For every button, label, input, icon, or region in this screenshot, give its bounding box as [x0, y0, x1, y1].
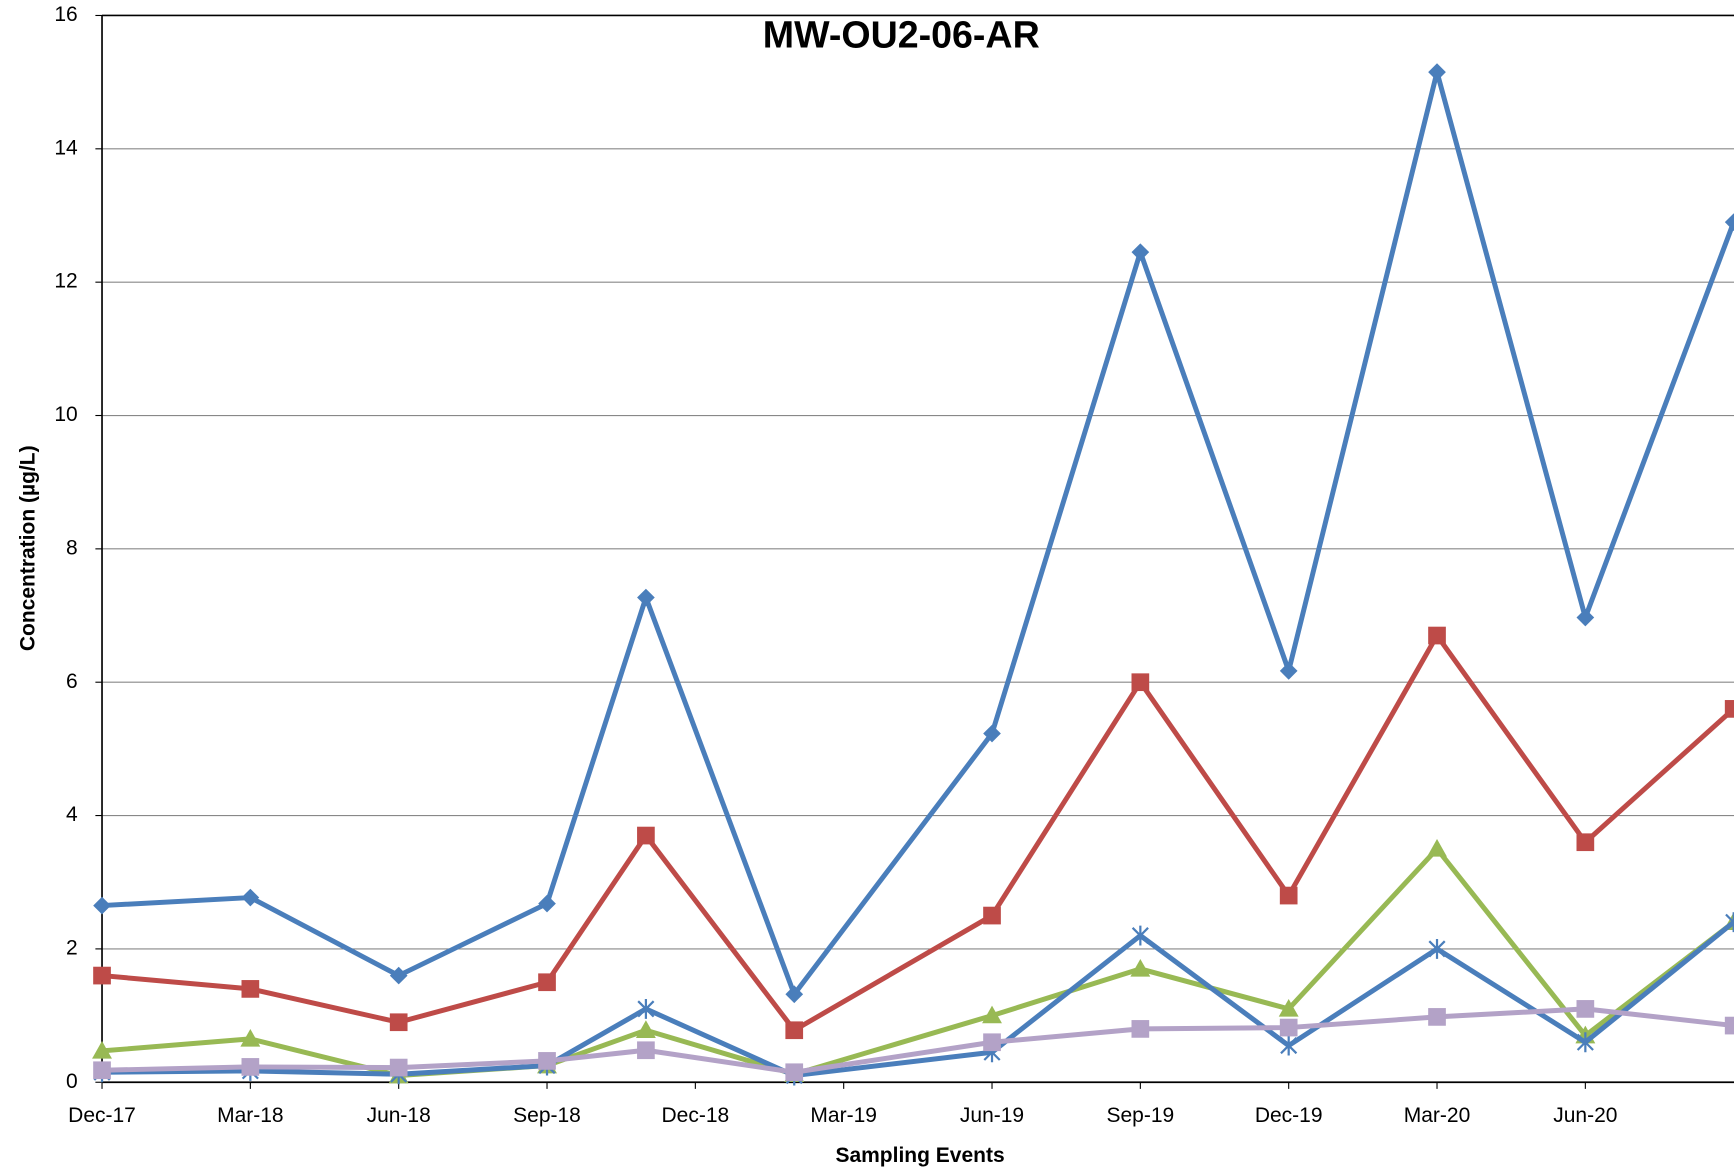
marker	[241, 1058, 260, 1076]
marker	[1131, 673, 1150, 692]
marker	[92, 1040, 112, 1059]
marker	[983, 1033, 1001, 1052]
marker	[538, 1052, 556, 1070]
series-line	[101, 633, 1734, 1033]
marker	[1428, 938, 1446, 959]
y-tick-label: 12	[54, 270, 77, 293]
x-tick-label: Sep-19	[1106, 1104, 1174, 1127]
y-tick-label: 2	[66, 936, 78, 959]
marker	[1279, 662, 1298, 680]
y-tick-label: 8	[66, 536, 78, 559]
marker	[241, 980, 260, 998]
marker	[982, 1005, 1002, 1024]
marker	[240, 1028, 261, 1047]
y-tick-label: 14	[54, 136, 78, 159]
y-axis-label: Concentration (µg/L)	[17, 445, 40, 651]
marker	[1724, 213, 1734, 232]
x-tick-label: Jun-19	[960, 1104, 1024, 1127]
x-tick-label: Sep-18	[513, 1104, 581, 1127]
marker	[1131, 243, 1150, 262]
marker	[983, 906, 1001, 925]
marker	[1278, 998, 1299, 1017]
chart-title: MW-OU2-06-AR	[763, 14, 1040, 56]
x-tick-label: Jun-20	[1553, 1104, 1617, 1127]
marker	[1428, 1008, 1446, 1026]
marker	[635, 1020, 656, 1038]
x-tick-label: Mar-19	[810, 1104, 877, 1127]
y-tick-label: 0	[66, 1070, 78, 1093]
marker	[785, 1063, 804, 1082]
marker	[1131, 1020, 1150, 1038]
x-tick-label: Jun-18	[367, 1104, 431, 1127]
y-tick-label: 4	[66, 803, 78, 826]
marker	[538, 973, 556, 992]
x-tick-label: Dec-17	[68, 1104, 136, 1127]
marker	[1427, 838, 1447, 857]
marker	[93, 1061, 111, 1080]
marker	[637, 998, 655, 1019]
x-tick-label: Dec-18	[662, 1104, 730, 1127]
marker	[785, 1021, 804, 1040]
series-line	[101, 1006, 1734, 1075]
marker	[1576, 833, 1595, 852]
series-line	[101, 69, 1734, 997]
marker	[538, 894, 556, 913]
marker	[1428, 63, 1446, 81]
marker	[389, 966, 408, 985]
marker	[637, 1041, 655, 1060]
marker	[637, 826, 655, 845]
marker	[93, 896, 111, 915]
marker	[389, 1058, 408, 1077]
marker	[1130, 958, 1151, 977]
x-tick-label: Mar-20	[1404, 1104, 1471, 1127]
marker	[1131, 925, 1149, 946]
series-line	[101, 846, 1734, 1079]
x-tick-label: Mar-18	[217, 1104, 284, 1127]
marker	[93, 966, 111, 985]
x-tick-label: Dec-19	[1255, 1104, 1323, 1127]
y-tick-label: 16	[54, 3, 77, 26]
x-axis-label: Sampling Events	[835, 1144, 1004, 1167]
y-tick-label: 6	[66, 670, 78, 693]
marker	[1279, 886, 1298, 905]
marker	[1724, 700, 1734, 718]
marker	[1279, 1018, 1298, 1037]
series-line	[101, 920, 1734, 1079]
marker	[241, 888, 260, 907]
marker	[1280, 1035, 1298, 1056]
marker	[1724, 1016, 1734, 1035]
marker	[1576, 1032, 1594, 1053]
y-tick-label: 10	[54, 403, 77, 426]
marker	[1576, 1000, 1595, 1018]
marker	[1428, 626, 1446, 645]
marker	[1576, 608, 1595, 627]
marker	[389, 1013, 408, 1032]
marker	[637, 588, 655, 607]
